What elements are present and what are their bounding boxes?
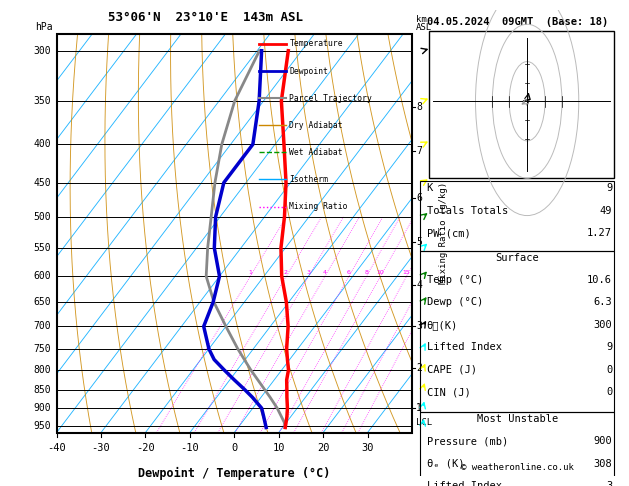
Text: Parcel Trajectory: Parcel Trajectory [289,94,372,103]
Text: 3: 3 [306,270,310,275]
Text: 900: 900 [33,403,51,413]
Text: hPa: hPa [35,22,53,32]
Text: 600: 600 [33,271,51,281]
Text: © weatheronline.co.uk: © weatheronline.co.uk [461,463,574,471]
Text: -10: -10 [181,442,199,452]
Text: Surface: Surface [496,253,539,263]
Text: 1: 1 [416,403,422,413]
Text: 750: 750 [33,344,51,354]
Text: 30: 30 [361,442,374,452]
Text: 0: 0 [606,364,612,375]
Text: Dry Adiabat: Dry Adiabat [289,121,343,130]
Text: kt: kt [435,35,446,44]
Text: 49: 49 [599,206,612,216]
Text: 4: 4 [416,280,422,290]
Text: 300: 300 [593,320,612,330]
Text: 950: 950 [33,421,51,431]
Text: CAPE (J): CAPE (J) [426,364,477,375]
Text: Mixing Ratio (g/kg): Mixing Ratio (g/kg) [440,182,448,284]
Text: 9: 9 [606,183,612,193]
Text: 10: 10 [376,270,384,275]
Text: 1: 1 [248,270,252,275]
Text: Dewpoint / Temperature (°C): Dewpoint / Temperature (°C) [138,467,330,480]
Text: 10: 10 [272,442,285,452]
Text: 700: 700 [33,321,51,331]
Text: 6.3: 6.3 [593,297,612,308]
Text: 0: 0 [606,387,612,397]
Text: Most Unstable: Most Unstable [477,414,558,424]
Text: K: K [426,183,433,193]
Text: 850: 850 [33,384,51,395]
Bar [420,412,615,486]
Text: -40: -40 [47,442,66,452]
Text: 8: 8 [364,270,368,275]
Text: Totals Totals: Totals Totals [426,206,508,216]
Text: 04.05.2024  09GMT  (Base: 18): 04.05.2024 09GMT (Base: 18) [426,17,608,27]
Text: CIN (J): CIN (J) [426,387,470,397]
Text: Dewpoint: Dewpoint [289,67,328,76]
Text: Lifted Index: Lifted Index [426,342,502,352]
Text: 5: 5 [416,237,422,247]
Text: -30: -30 [92,442,111,452]
Text: 6: 6 [416,193,422,203]
Text: 9: 9 [606,342,612,352]
Text: 6: 6 [347,270,350,275]
Text: Temperature: Temperature [289,39,343,49]
Text: 3: 3 [416,321,422,331]
Bar [420,251,615,412]
Text: Temp (°C): Temp (°C) [426,275,483,285]
Text: 4: 4 [323,270,326,275]
Text: 450: 450 [33,178,51,188]
Text: Dewp (°C): Dewp (°C) [426,297,483,308]
Text: 7: 7 [416,146,422,156]
Text: 8: 8 [416,103,422,112]
Text: 1.27: 1.27 [587,228,612,238]
Text: 650: 650 [33,297,51,307]
Text: 400: 400 [33,139,51,149]
Text: 300: 300 [33,46,51,56]
Text: 800: 800 [33,365,51,375]
Bar [420,181,615,251]
Text: -20: -20 [136,442,155,452]
Text: Isotherm: Isotherm [289,175,328,184]
Bar [429,31,615,178]
Text: 0: 0 [231,442,237,452]
Text: LCL: LCL [416,418,432,427]
Text: PW (cm): PW (cm) [426,228,470,238]
Text: 53°06'N  23°10'E  143m ASL: 53°06'N 23°10'E 143m ASL [108,11,303,24]
Text: θₑ (K): θₑ (K) [426,459,464,469]
Text: 2: 2 [284,270,288,275]
Text: θᴇ(K): θᴇ(K) [426,320,458,330]
Text: Pressure (mb): Pressure (mb) [426,436,508,446]
Text: 3: 3 [606,481,612,486]
Text: km
ASL: km ASL [416,15,431,32]
Text: Mixing Ratio: Mixing Ratio [289,202,348,211]
Text: 500: 500 [33,212,51,222]
Text: 550: 550 [33,243,51,253]
Text: Wet Adiabat: Wet Adiabat [289,148,343,157]
Text: 20: 20 [317,442,330,452]
Text: 2: 2 [416,363,422,373]
Text: 308: 308 [593,459,612,469]
Text: 350: 350 [33,96,51,106]
Text: 900: 900 [593,436,612,446]
Text: 15: 15 [403,270,410,275]
Text: 10.6: 10.6 [587,275,612,285]
Text: Lifted Index: Lifted Index [426,481,502,486]
